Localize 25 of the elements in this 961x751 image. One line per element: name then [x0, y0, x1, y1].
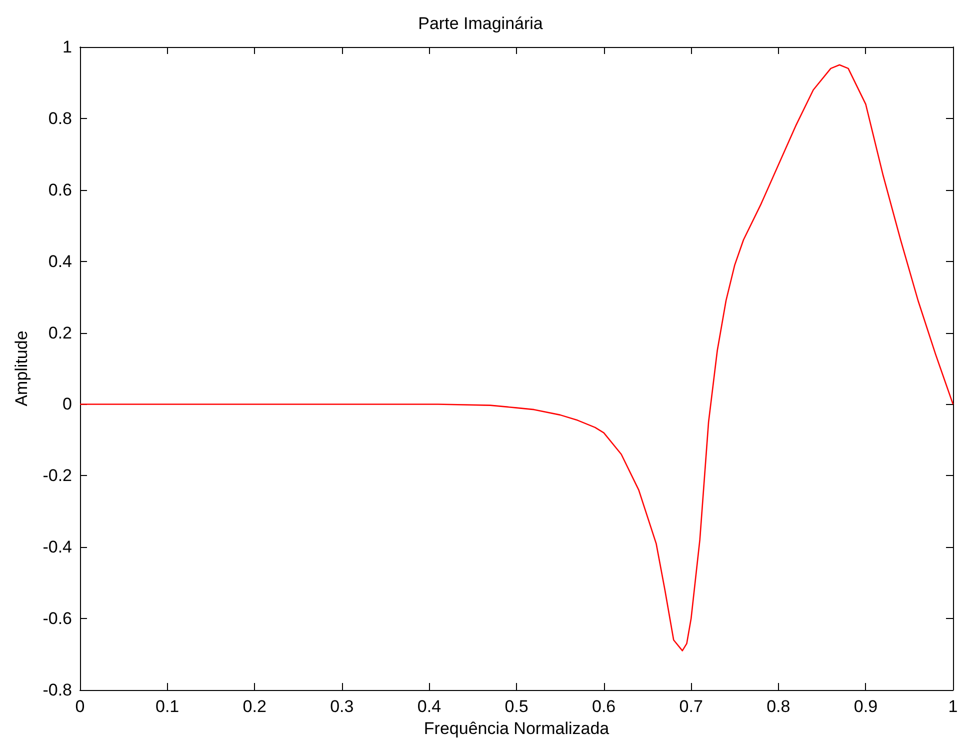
- y-tick-label: -0.4: [42, 538, 72, 557]
- x-axis-title: Frequência Normalizada: [424, 719, 610, 738]
- chart-title: Parte Imaginária: [418, 14, 544, 33]
- x-tick-label: 0.2: [242, 697, 266, 716]
- y-tick-label: 0.8: [48, 108, 72, 128]
- x-tick-label: 0.9: [854, 697, 878, 716]
- x-tick-label: 0.1: [155, 697, 180, 716]
- y-tick-label: -0.8: [42, 680, 72, 700]
- y-tick-label: 0: [62, 394, 72, 414]
- x-tick-label: 0.6: [592, 697, 616, 716]
- y-tick-label: 0.2: [48, 323, 72, 342]
- x-tick-label: 0.3: [330, 697, 354, 716]
- x-tick-label: 0.4: [417, 697, 442, 716]
- y-tick-label: 1: [62, 38, 72, 56]
- x-tick-label: 0.7: [679, 697, 703, 716]
- x-tick-label: 0.8: [766, 697, 790, 716]
- x-tick-label: 1: [948, 697, 958, 716]
- line-series: [79, 64, 954, 652]
- y-tick-label: 0.6: [48, 180, 72, 200]
- x-tick-label: 0: [75, 697, 85, 716]
- y-tick-label: -0.2: [42, 466, 72, 486]
- x-tick-label: 0.5: [504, 697, 528, 716]
- y-tick-label: 0.4: [48, 252, 72, 271]
- y-tick-label: -0.6: [42, 609, 72, 628]
- y-axis-title: Amplitude: [12, 330, 31, 406]
